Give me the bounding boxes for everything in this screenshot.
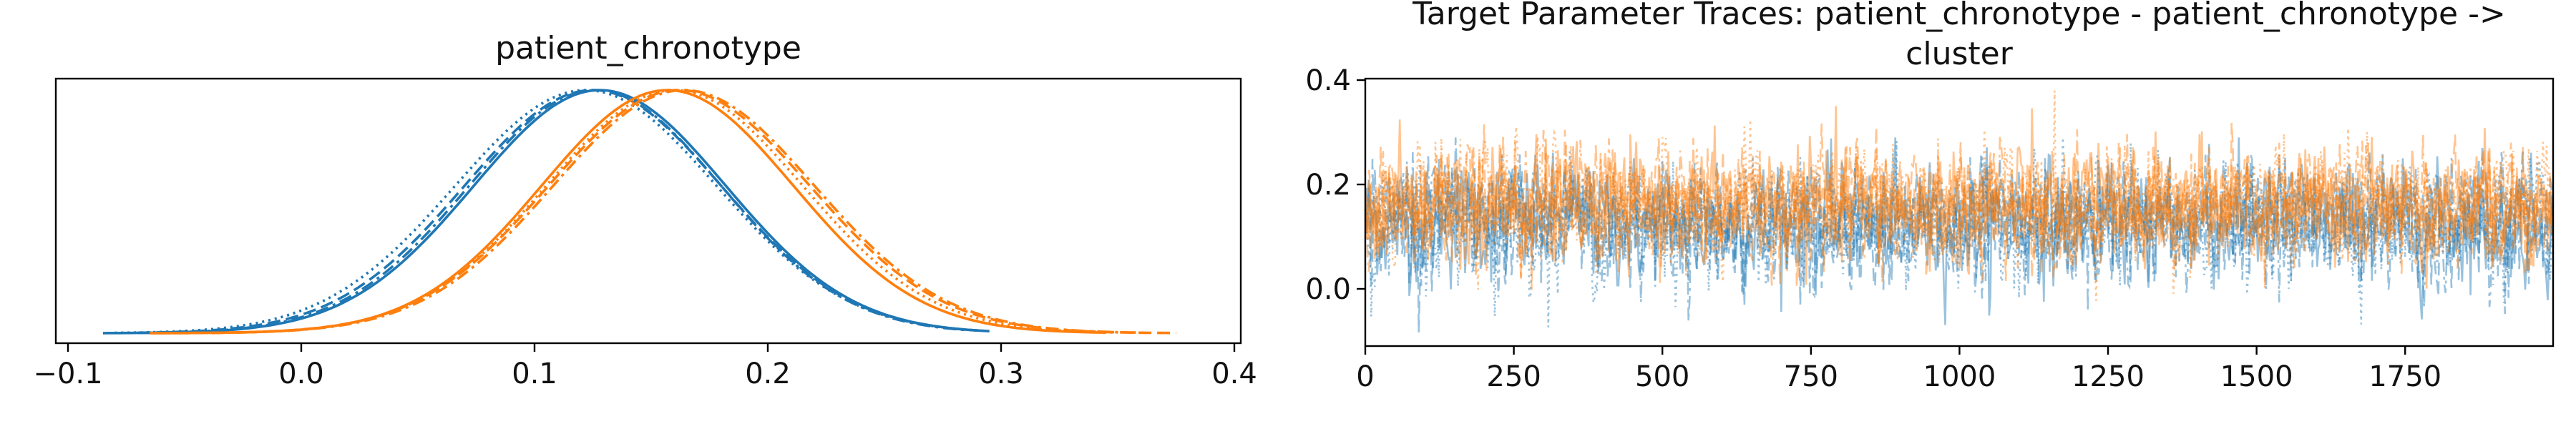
trace-chain-line	[1365, 137, 2553, 325]
trace-x-tick-label: 1000	[1923, 360, 1996, 393]
density-x-tick-label: −0.1	[33, 358, 102, 390]
trace-y-tick-label: 0.2	[1305, 169, 1351, 202]
density-x-tick-label: 0.1	[512, 358, 557, 390]
trace-title-line2: cluster	[1906, 36, 2014, 72]
density-line	[137, 89, 978, 335]
density-line	[161, 89, 1118, 335]
density-line	[184, 89, 1141, 335]
density-line	[102, 89, 990, 335]
density-title: patient_chronotype	[495, 30, 801, 66]
density-line	[172, 89, 1176, 335]
density-line	[114, 89, 978, 335]
trace-chain-line	[1365, 106, 2553, 289]
trace-title-line1: Target Parameter Traces: patient_chronot…	[1412, 0, 2506, 32]
trace-chain-line	[1365, 137, 2553, 327]
density-x-tick-label: 0.2	[745, 358, 791, 390]
trace-x-tick-label: 250	[1486, 360, 1541, 393]
trace-panel: Target Parameter Traces: patient_chronot…	[1305, 0, 2555, 393]
density-lines	[102, 89, 1176, 335]
trace-chain-line	[1365, 142, 2553, 322]
trace-chain-line	[1365, 123, 2553, 287]
density-frame	[54, 77, 1242, 345]
trace-x-tick-label: 1500	[2220, 360, 2293, 393]
trace-x-tick-label: 0	[1356, 360, 1374, 393]
trace-x-tick-label: 1750	[2368, 360, 2441, 393]
density-x-axis: −0.1 0.0 0.1 0.2 0.3 0.4	[33, 343, 1257, 390]
density-x-tick-label: 0.0	[278, 358, 324, 390]
trace-lines	[1365, 90, 2553, 333]
density-panel: patient_chronotype −0.1 0.0 0.1 0.2 0.3 0.4	[33, 30, 1257, 390]
trace-chain-line	[1365, 122, 2553, 290]
trace-x-tick-label: 500	[1635, 360, 1689, 393]
density-x-tick-label: 0.4	[1211, 358, 1257, 390]
trace-x-tick-label: 750	[1784, 360, 1838, 393]
trace-y-tick-label: 0.4	[1305, 64, 1351, 97]
trace-x-axis: 0 250 500 750 1000 1250 1500 1750	[1356, 346, 2441, 393]
trace-chain-line	[1365, 137, 2553, 333]
trace-y-axis: 0.0 0.2 0.4	[1305, 64, 1365, 306]
trace-y-tick-label: 0.0	[1305, 273, 1351, 306]
density-line	[150, 89, 1106, 335]
density-line	[137, 89, 967, 335]
trace-x-tick-label: 1250	[2072, 360, 2145, 393]
density-x-tick-label: 0.3	[978, 358, 1024, 390]
